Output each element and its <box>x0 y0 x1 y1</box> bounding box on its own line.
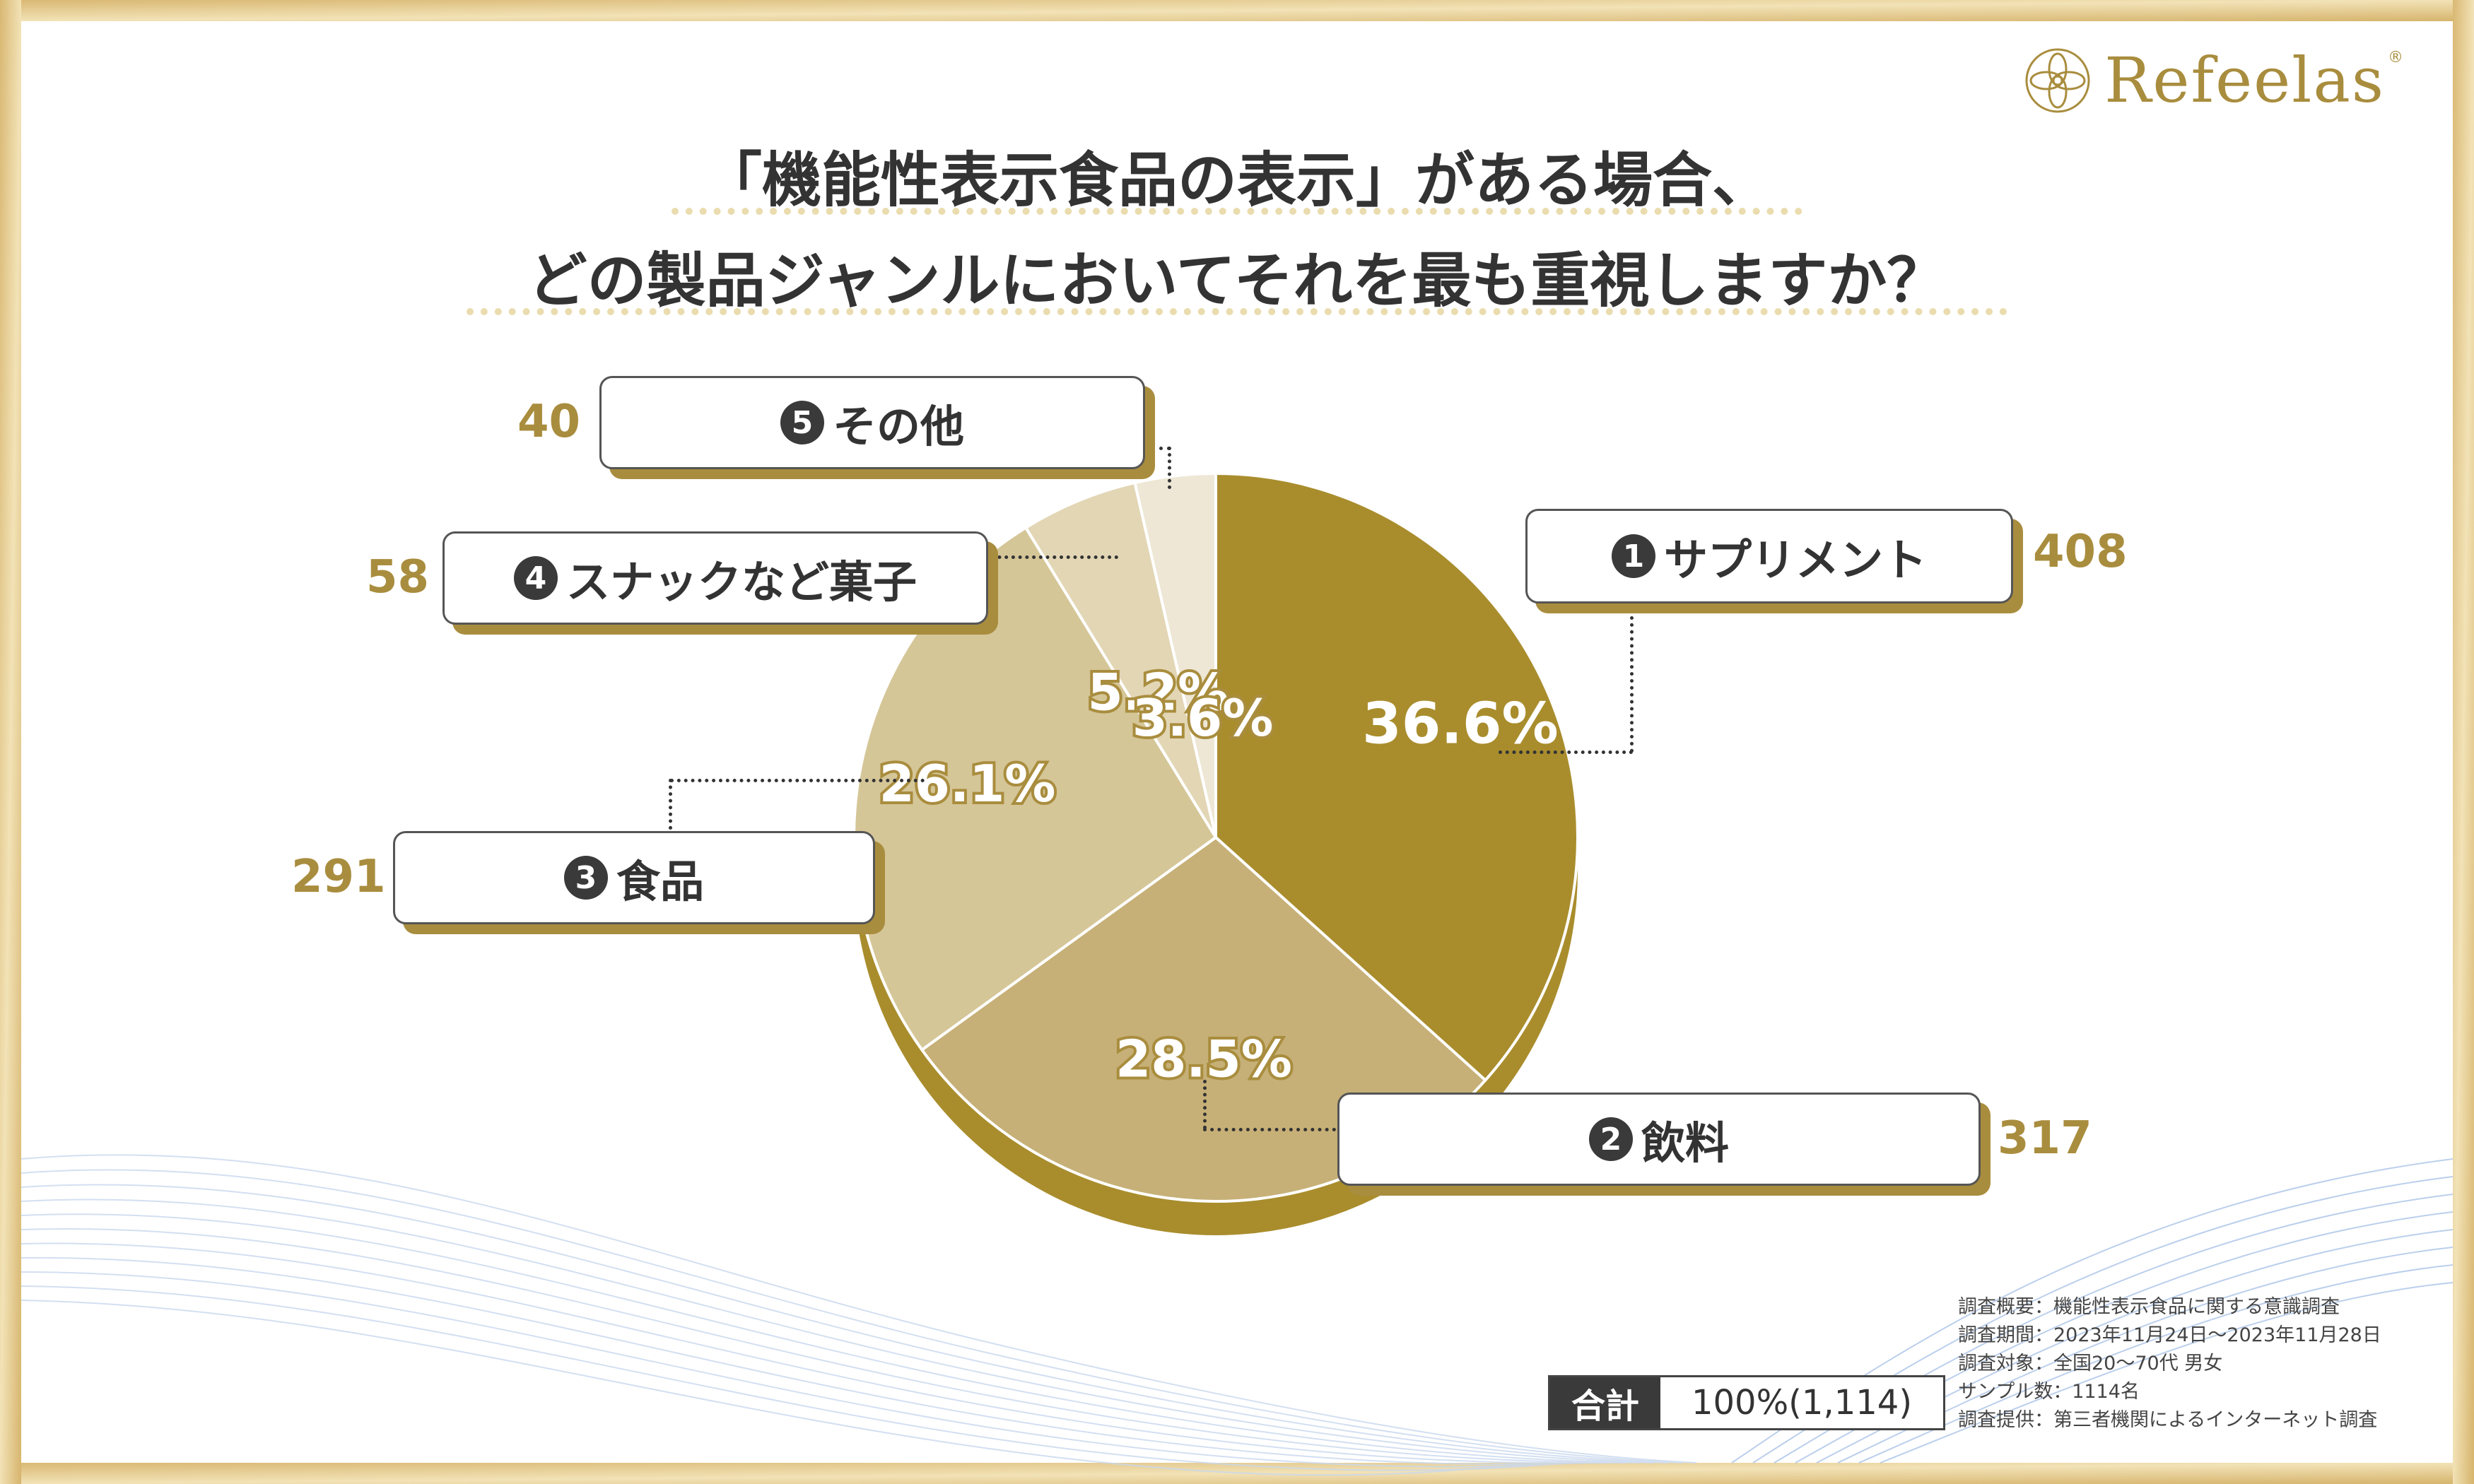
connector-food <box>670 779 925 782</box>
number-circle-3: 3 <box>563 856 608 900</box>
connector-supplement-vertical <box>1630 616 1634 753</box>
chart-title-line1: 「機能性表示食品の表示」がある場合、 <box>702 146 1771 215</box>
category-name-other: その他 <box>832 401 964 452</box>
count-other: 40 <box>517 396 581 448</box>
slice-other <box>1133 471 1217 838</box>
connector-snack <box>984 555 1118 559</box>
survey-summary: 調査概要：機能性表示食品に関する意識調査 調査期間：2023年11月24日～20… <box>1958 1293 2381 1435</box>
number-circle-4: 4 <box>513 556 558 600</box>
category-name-food: 食品 <box>616 856 704 907</box>
category-name-snack: スナックなど菓子 <box>565 556 917 608</box>
survey-item-sample: サンプル数：1114名 <box>1958 1381 2140 1403</box>
connector-beverage-horizontal <box>1203 1128 1336 1131</box>
count-beverage: 317 <box>1998 1112 2092 1165</box>
title-underline-dots-1 <box>672 208 1802 215</box>
connector-beverage <box>1203 1080 1207 1129</box>
total-value: 100%(1,114) <box>1660 1377 1943 1428</box>
category-label-other: 5 その他 <box>599 376 1145 469</box>
percent-snack: 5.2% <box>1088 662 1229 722</box>
total-label: 合計 <box>1550 1377 1660 1428</box>
category-label-supplement: 1 サプリメント <box>1525 509 2013 603</box>
category-label-snack: 4 スナックなど菓子 <box>442 531 988 625</box>
slice-snack <box>1024 481 1217 839</box>
connector-supplement <box>1499 750 1633 754</box>
connector-other <box>1144 447 1171 450</box>
connector-food-vertical <box>669 779 672 830</box>
count-food: 291 <box>291 851 386 903</box>
total-box: 合計 100%(1,114) <box>1548 1375 1945 1430</box>
category-label-beverage: 2 飲料 <box>1337 1093 1981 1186</box>
connector-other-vertical <box>1168 447 1171 489</box>
category-name-beverage: 飲料 <box>1641 1117 1729 1169</box>
survey-item-period: 調査期間：2023年11月24日～2023年11月28日 <box>1958 1324 2381 1346</box>
number-circle-1: 1 <box>1611 534 1655 578</box>
count-supplement: 408 <box>2033 526 2128 578</box>
category-label-food: 3 食品 <box>393 831 875 924</box>
number-circle-2: 2 <box>1588 1117 1633 1161</box>
count-snack: 58 <box>366 551 430 603</box>
pie-percent-labels: 36.6%28.5%26.1%5.2%3.6% <box>877 659 1559 1091</box>
title-underline-dots-2 <box>467 308 2007 315</box>
number-circle-5: 5 <box>780 401 824 444</box>
category-name-supplement: サプリメント <box>1663 534 1927 586</box>
brand-registered-mark: ® <box>2388 49 2403 66</box>
wave-lines-left <box>20 1154 1697 1476</box>
brand-logo: Refeelas ® <box>2024 44 2413 117</box>
lotus-circle-icon <box>2025 48 2090 112</box>
survey-item-provider: 調査提供：第三者機関によるインターネット調査 <box>1958 1409 2378 1431</box>
survey-item-overview: 調査概要：機能性表示食品に関する意識調査 <box>1958 1296 2340 1318</box>
brand-name: Refeelas <box>2104 44 2385 117</box>
chart-title-line2: どの製品ジャンルにおいてそれを最も重視しますか？ <box>527 246 1947 315</box>
percent-food: 26.1% <box>879 754 1056 813</box>
percent-other: 3.6% <box>1132 688 1274 748</box>
survey-item-target: 調査対象：全国20～70代 男女 <box>1958 1353 2223 1374</box>
percent-supplement: 36.6% <box>1362 691 1559 757</box>
slice-supplement <box>1214 471 1579 1083</box>
